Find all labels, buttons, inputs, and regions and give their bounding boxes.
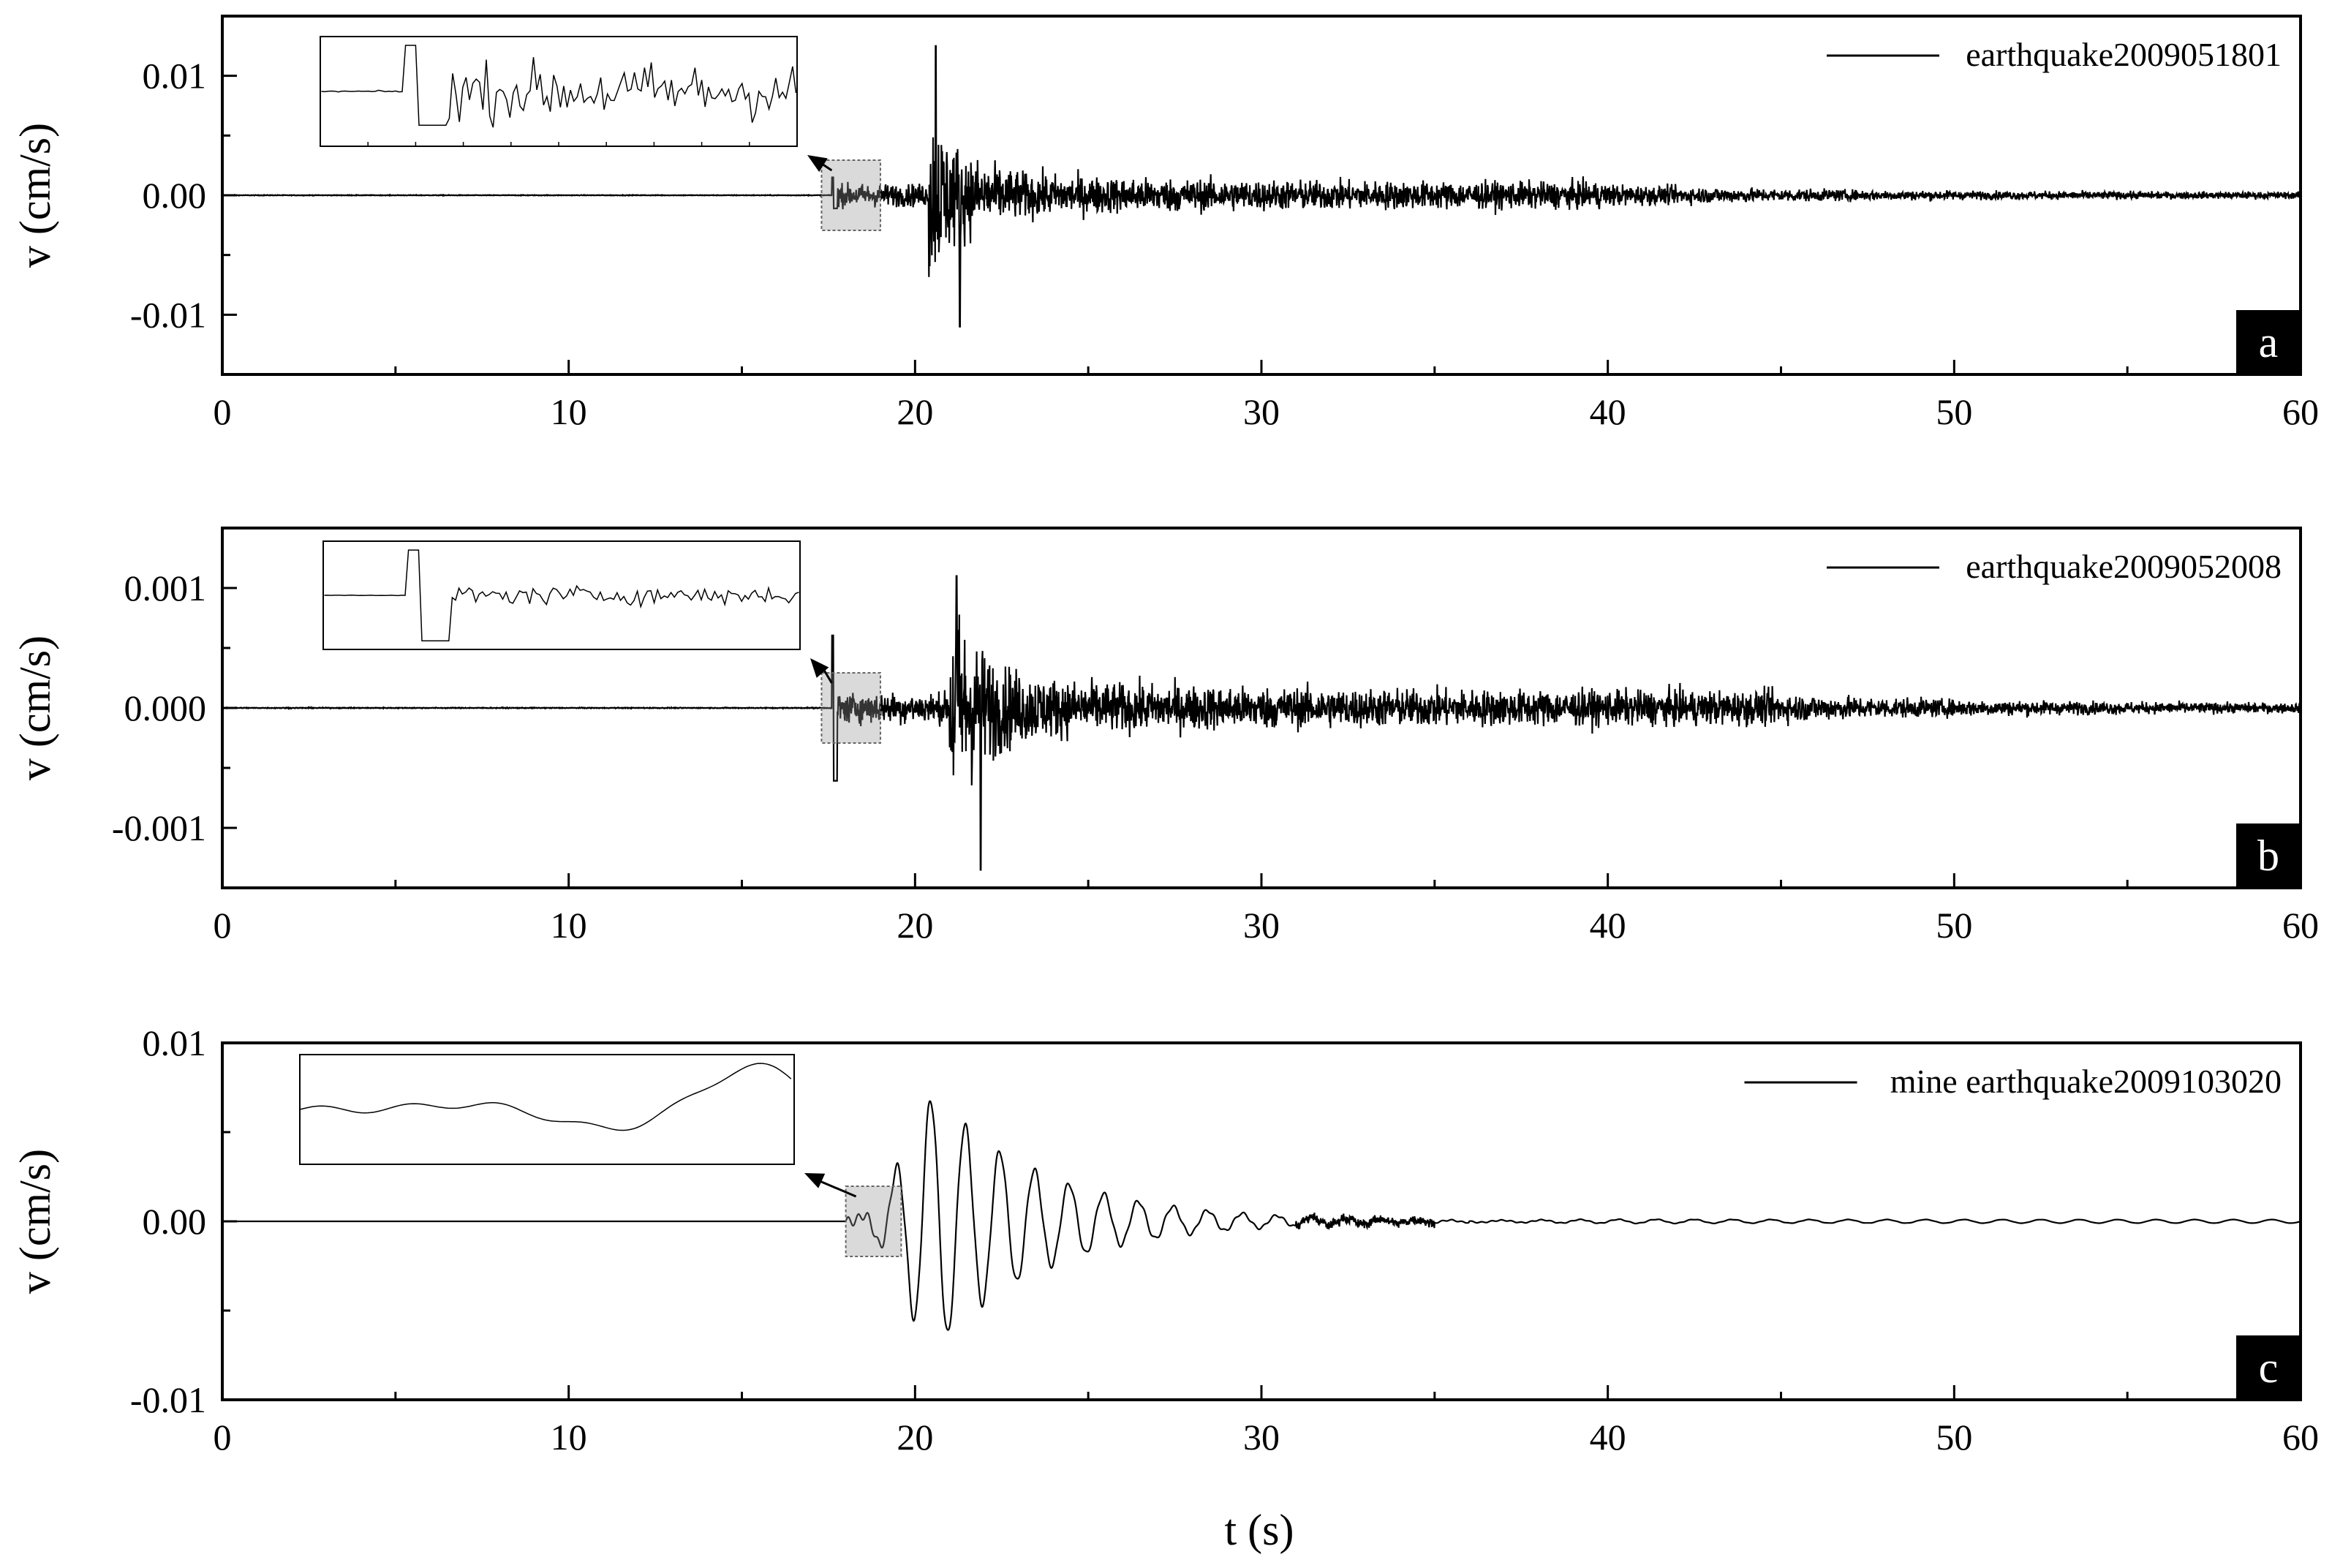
inset-line: [324, 549, 799, 641]
x-tick-label: 50: [1936, 905, 1972, 946]
plot-frame: [221, 527, 2302, 889]
legend-label: earthquake2009051801: [1966, 36, 2282, 73]
zoom-arrow: [814, 1177, 857, 1198]
x-tick-label: 60: [2282, 391, 2319, 432]
y-axis-title: v (cm/s): [11, 123, 59, 268]
y-axis-title: v (cm/s): [11, 636, 59, 780]
x-tick-label: 60: [2282, 905, 2319, 946]
x-tick-label: 10: [551, 1417, 587, 1458]
x-tick-label: 0: [214, 905, 232, 946]
y-ticks: 0.001 0.000 -0.001: [112, 568, 237, 848]
panel-tag-box: [2236, 823, 2301, 888]
x-tick-label: 50: [1936, 1417, 1972, 1458]
panel-tag-box: [2236, 310, 2301, 374]
x-tick-label: 30: [1243, 391, 1280, 432]
legend: mine earthquake2009103020: [1744, 1063, 2282, 1100]
panel-c: v (cm/s) 0 10 20 30 40 50 60 0.01 0.00 -0.01 mine e…: [11, 1022, 2319, 1458]
y-tick-label: 0.01: [143, 56, 207, 97]
x-tick-label: 40: [1590, 1417, 1626, 1458]
panel-tag: b: [2236, 823, 2301, 888]
x-tick-label: 50: [1936, 391, 1972, 432]
x-ticks: 0 10 20 30 40 50 60: [214, 1385, 2319, 1458]
y-tick-label: 0.01: [143, 1022, 207, 1063]
panels: v (cm/s) 0 10 20 30 40 50 60 0.01 0.00 -0.01 earthq…: [11, 15, 2319, 1458]
inset-frame: [299, 1054, 795, 1165]
panel-a: v (cm/s) 0 10 20 30 40 50 60 0.01 0.00 -0.01 earthq…: [11, 15, 2319, 432]
zoom-window: [820, 159, 881, 231]
zoom-arrow-head: [804, 1173, 826, 1188]
inset: [322, 540, 801, 650]
x-ticks: 0 10 20 30 40 50 60: [214, 873, 2319, 946]
x-tick-label: 30: [1243, 1417, 1280, 1458]
series-line: [222, 45, 2301, 328]
legend: earthquake2009051801: [1827, 36, 2282, 73]
panel-tag-box: [2236, 1335, 2301, 1400]
y-axis-title: v (cm/s): [11, 1149, 59, 1294]
zoom-window: [845, 1186, 902, 1257]
panel-b: v (cm/s) 0 10 20 30 40 50 60 0.001 0.000 -0.001 ear…: [11, 527, 2319, 946]
y-tick-label: 0.00: [143, 1201, 207, 1242]
y-tick-label: -0.01: [130, 294, 206, 335]
plot-frame: [221, 15, 2302, 376]
legend-label: earthquake2009052008: [1966, 548, 2282, 585]
inset-line: [321, 45, 797, 128]
x-tick-label: 40: [1590, 391, 1626, 432]
panel-tag-label: a: [2259, 318, 2279, 366]
zoom-arrow-head: [807, 155, 828, 173]
y-tick-label: -0.01: [130, 1379, 206, 1420]
inset: [299, 1054, 795, 1165]
panel-tag-label: c: [2259, 1343, 2279, 1392]
inset: [320, 36, 798, 147]
y-tick-label: 0.000: [124, 687, 207, 728]
panel-tag: a: [2236, 310, 2301, 374]
y-tick-label: 0.001: [124, 568, 207, 608]
x-tick-label: 20: [897, 391, 933, 432]
x-tick-label: 40: [1590, 905, 1626, 946]
panel-tag: c: [2236, 1335, 2301, 1400]
x-tick-label: 30: [1243, 905, 1280, 946]
y-ticks: 0.01 0.00 -0.01: [130, 1022, 237, 1420]
x-axis-title: t (s): [1225, 1506, 1294, 1554]
panel-tag-label: b: [2257, 832, 2279, 880]
x-tick-label: 10: [551, 391, 587, 432]
x-tick-label: 20: [897, 1417, 933, 1458]
y-tick-label: 0.00: [143, 175, 207, 216]
series-line: [222, 1100, 2301, 1331]
y-tick-label: -0.001: [112, 807, 206, 848]
x-tick-label: 10: [551, 905, 587, 946]
x-ticks: 0 10 20 30 40 50 60: [214, 360, 2319, 432]
x-tick-label: 20: [897, 905, 933, 946]
series-line: [222, 575, 2301, 871]
zoom-window: [820, 672, 881, 744]
x-tick-label: 0: [214, 391, 232, 432]
y-ticks: 0.01 0.00 -0.01: [130, 56, 237, 335]
x-tick-label: 0: [214, 1417, 232, 1458]
zoom-arrow-head: [810, 658, 829, 678]
legend: earthquake2009052008: [1827, 548, 2282, 585]
x-tick-label: 60: [2282, 1417, 2319, 1458]
legend-label: mine earthquake2009103020: [1890, 1063, 2282, 1100]
plot-frame: [221, 1041, 2302, 1401]
inset-line: [299, 1063, 792, 1131]
